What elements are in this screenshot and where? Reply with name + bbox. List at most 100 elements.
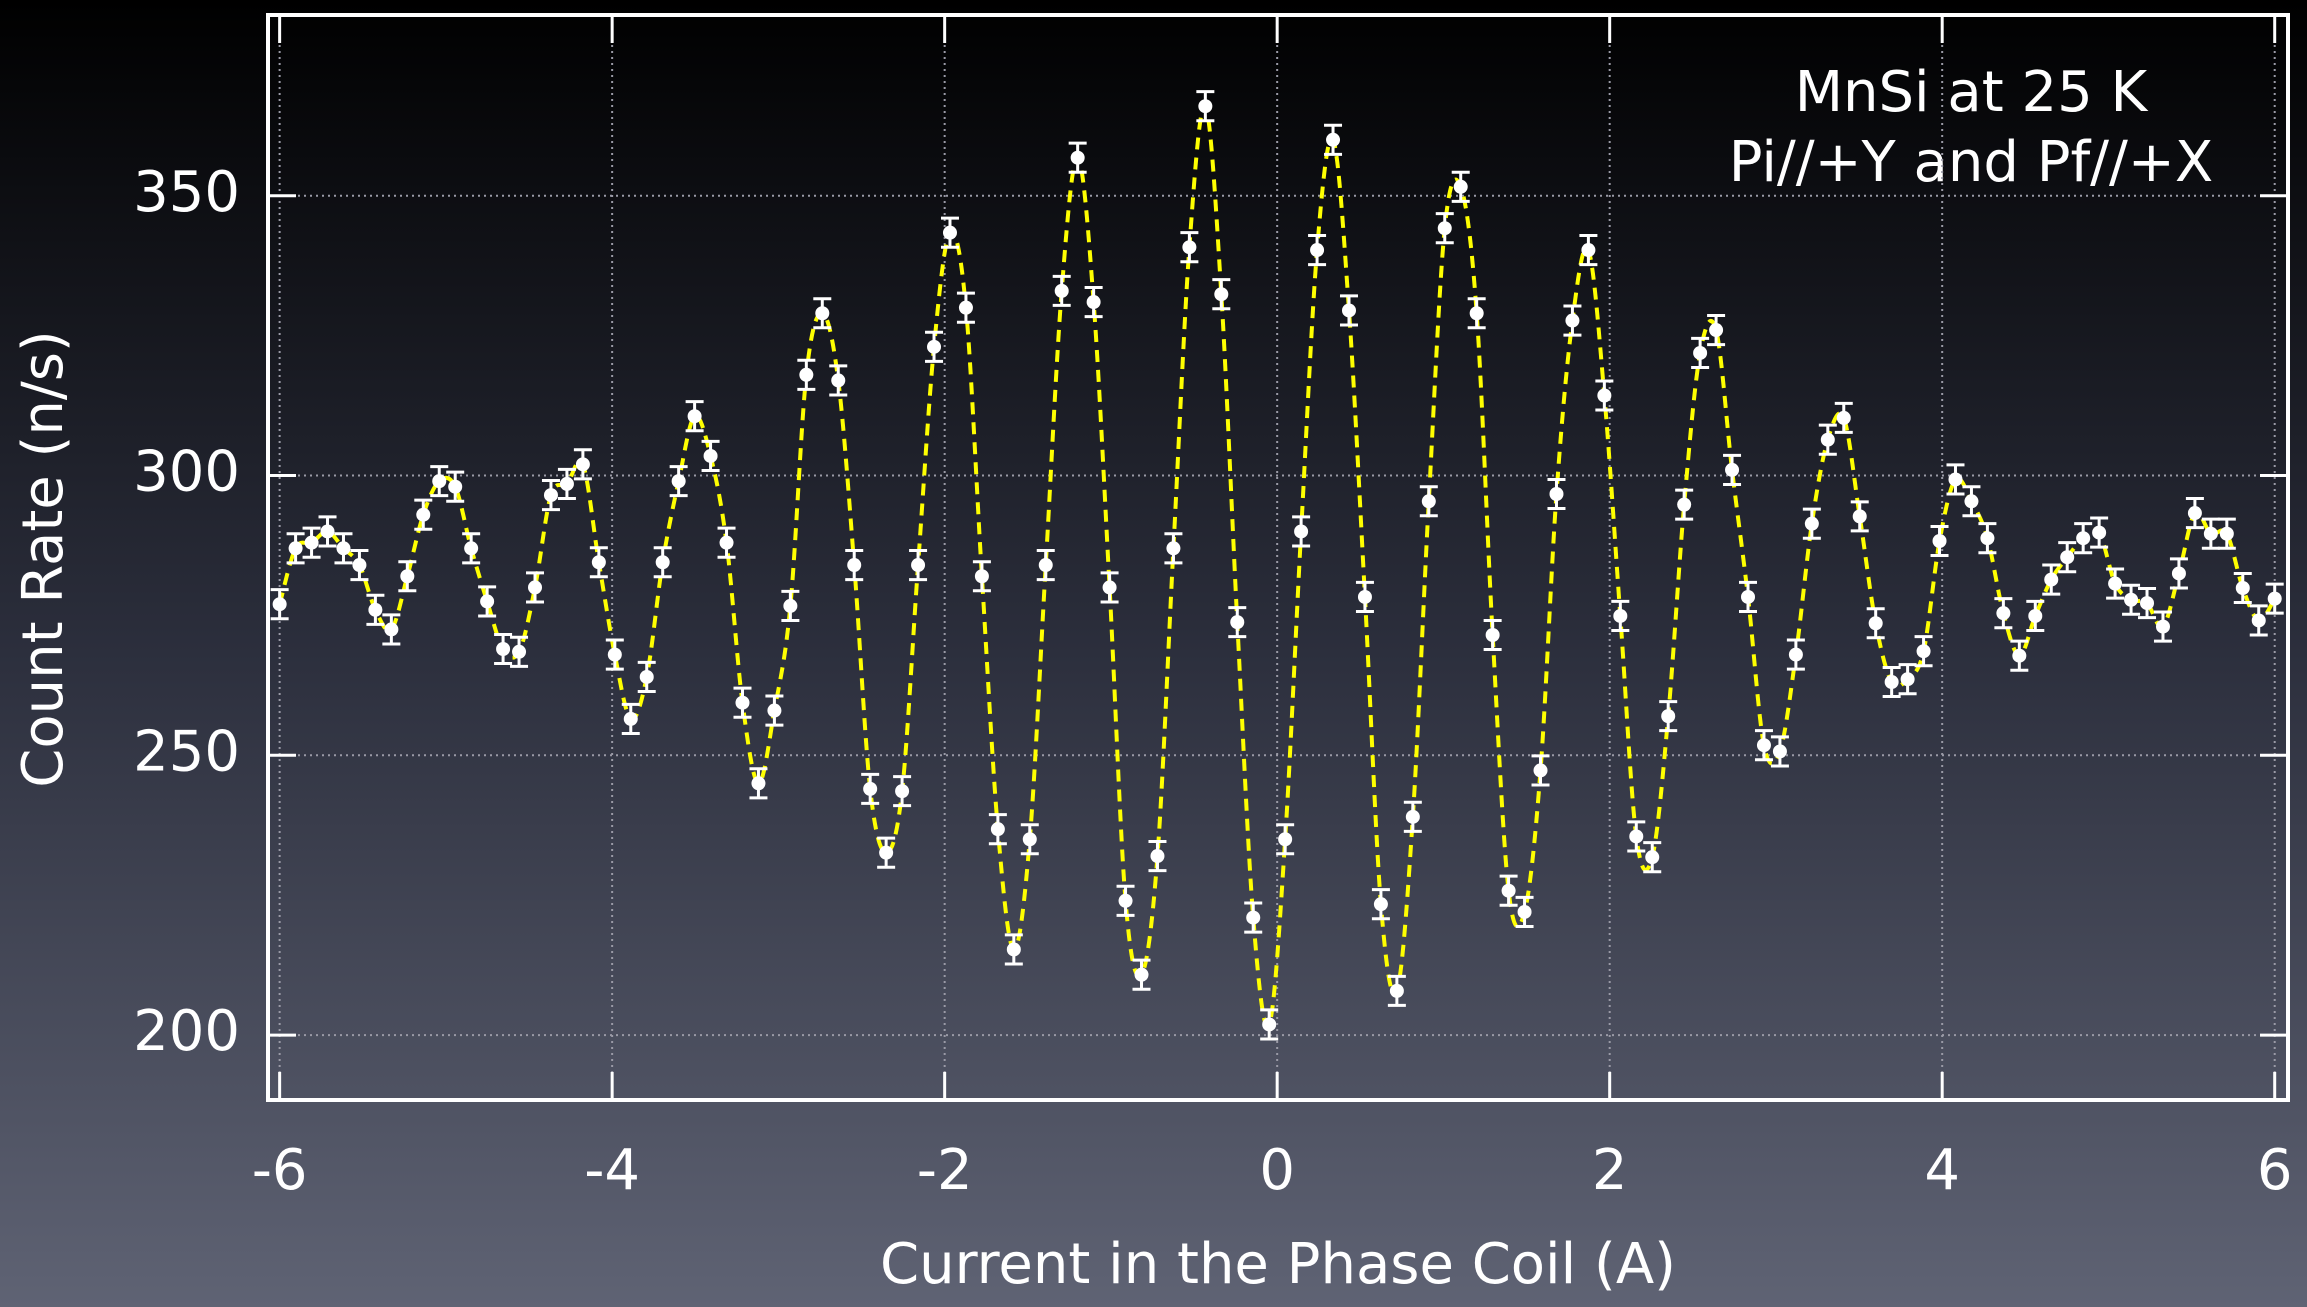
data-point bbox=[1597, 388, 1612, 403]
data-point bbox=[911, 558, 926, 573]
data-point bbox=[1326, 132, 1341, 147]
data-point bbox=[1246, 910, 1261, 925]
data-point bbox=[1022, 832, 1037, 847]
data-point bbox=[1054, 283, 1069, 298]
data-point bbox=[607, 647, 622, 662]
data-point bbox=[432, 474, 447, 489]
data-point bbox=[304, 535, 319, 550]
data-point bbox=[927, 339, 942, 354]
data-point bbox=[671, 474, 686, 489]
data-point bbox=[863, 781, 878, 796]
data-point bbox=[1788, 647, 1803, 662]
data-point bbox=[1198, 99, 1213, 114]
x-tick-label: 0 bbox=[1259, 1138, 1295, 1203]
data-point bbox=[1294, 524, 1309, 539]
data-point bbox=[1357, 589, 1372, 604]
x-tick-label: 4 bbox=[1924, 1138, 1960, 1203]
data-point bbox=[974, 569, 989, 584]
data-point bbox=[1772, 744, 1787, 759]
data-point bbox=[1725, 462, 1740, 477]
data-point bbox=[1884, 675, 1899, 690]
data-point bbox=[1166, 541, 1181, 556]
data-point bbox=[1964, 494, 1979, 509]
data-point bbox=[591, 555, 606, 570]
data-point bbox=[958, 300, 973, 315]
data-point bbox=[416, 507, 431, 522]
data-point bbox=[1677, 497, 1692, 512]
data-point bbox=[831, 373, 846, 388]
y-tick-label: 200 bbox=[133, 999, 240, 1064]
data-point bbox=[1661, 709, 1676, 724]
data-point bbox=[2028, 608, 2043, 623]
data-point bbox=[2267, 591, 2282, 606]
data-point bbox=[320, 524, 335, 539]
data-point bbox=[1278, 832, 1293, 847]
data-point bbox=[336, 541, 351, 556]
data-point bbox=[799, 367, 814, 382]
data-point bbox=[1948, 472, 1963, 487]
data-point bbox=[1421, 494, 1436, 509]
data-point bbox=[1581, 243, 1596, 258]
data-point bbox=[1134, 967, 1149, 982]
data-point bbox=[1804, 516, 1819, 531]
data-point bbox=[1006, 942, 1021, 957]
data-point bbox=[512, 644, 527, 659]
data-point bbox=[1230, 615, 1245, 630]
data-point bbox=[2235, 580, 2250, 595]
data-point bbox=[496, 641, 511, 656]
data-point bbox=[687, 409, 702, 424]
data-point bbox=[2203, 526, 2218, 541]
data-point bbox=[2140, 596, 2155, 611]
data-point bbox=[735, 695, 750, 710]
data-point bbox=[1629, 829, 1644, 844]
data-point bbox=[1517, 904, 1532, 919]
data-point bbox=[767, 703, 782, 718]
data-point bbox=[1262, 1017, 1277, 1032]
data-point bbox=[1916, 644, 1931, 659]
data-point bbox=[288, 541, 303, 556]
data-point bbox=[2044, 572, 2059, 587]
data-point bbox=[1549, 486, 1564, 501]
data-point bbox=[1613, 608, 1628, 623]
data-point bbox=[1310, 243, 1325, 258]
data-point bbox=[1501, 883, 1516, 898]
data-point bbox=[1868, 616, 1883, 631]
y-tick-label: 300 bbox=[133, 440, 240, 505]
data-point bbox=[2171, 566, 2186, 581]
data-point bbox=[1932, 533, 1947, 548]
data-point bbox=[1469, 306, 1484, 321]
data-point bbox=[815, 306, 830, 321]
data-point bbox=[623, 711, 638, 726]
data-point bbox=[1485, 628, 1500, 642]
data-point bbox=[1182, 240, 1197, 255]
data-point bbox=[1820, 432, 1835, 447]
data-point bbox=[1453, 179, 1468, 194]
x-tick-label: -4 bbox=[584, 1138, 640, 1203]
data-point bbox=[2076, 531, 2091, 546]
data-point bbox=[448, 479, 463, 494]
data-point bbox=[368, 602, 383, 617]
data-point bbox=[1102, 580, 1117, 595]
data-point bbox=[990, 822, 1005, 837]
data-point bbox=[543, 488, 558, 503]
y-tick-label: 250 bbox=[133, 719, 240, 784]
data-point bbox=[1709, 323, 1724, 338]
data-point bbox=[1645, 850, 1660, 865]
data-point bbox=[528, 580, 543, 595]
data-point bbox=[719, 535, 734, 550]
data-point bbox=[847, 558, 862, 573]
data-point bbox=[2251, 613, 2266, 628]
data-point bbox=[2155, 619, 2170, 634]
data-point bbox=[942, 225, 957, 240]
data-point bbox=[2219, 526, 2234, 541]
plot-frame bbox=[266, 13, 2290, 1102]
data-point bbox=[352, 558, 367, 573]
x-tick-label: -6 bbox=[252, 1138, 308, 1203]
data-point bbox=[1565, 313, 1580, 328]
data-point bbox=[2092, 525, 2107, 540]
data-point bbox=[2060, 550, 2075, 565]
data-point bbox=[895, 784, 910, 799]
annotation: Pi//+Y and Pf//+X bbox=[1729, 130, 2213, 195]
data-point bbox=[1533, 763, 1548, 778]
